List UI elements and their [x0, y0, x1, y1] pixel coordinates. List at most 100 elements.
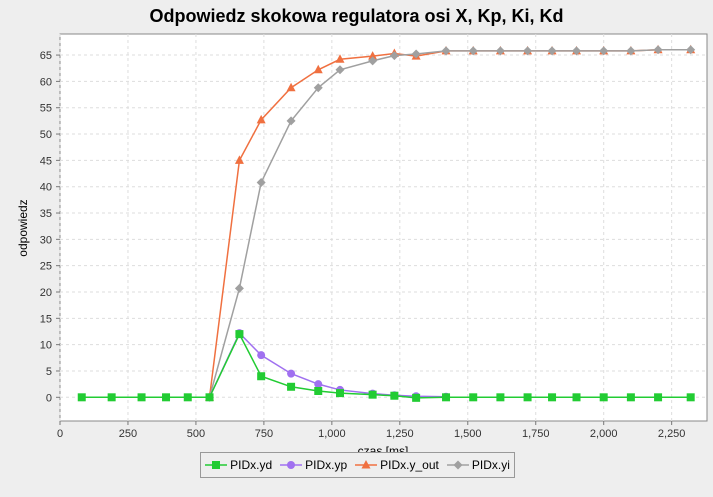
- legend-label: PIDx.yi: [471, 458, 510, 472]
- y-tick-label: 45: [40, 155, 52, 167]
- data-point-pidx-y-out: [286, 82, 296, 92]
- data-point-pidx-yd: [107, 393, 116, 402]
- x-tick-label: 2,250: [658, 428, 686, 440]
- y-tick-label: 65: [40, 50, 52, 62]
- y-tick-label: 35: [40, 208, 52, 220]
- data-point-pidx-yi: [468, 46, 478, 56]
- data-point-pidx-yi: [523, 46, 533, 56]
- data-point-pidx-yi: [256, 177, 266, 187]
- series-line-pidx-yp: [208, 331, 447, 398]
- data-point-pidx-yi: [335, 65, 345, 75]
- y-tick-label: 15: [40, 313, 52, 325]
- data-point-pidx-yi: [547, 46, 557, 56]
- plot-area: [59, 33, 708, 422]
- y-tick-label: 50: [40, 129, 52, 141]
- chart-title: Odpowiedz skokowa regulatora osi X, Kp, …: [149, 6, 564, 26]
- x-tick-label: 750: [255, 428, 273, 440]
- data-point-pidx-yd: [257, 372, 266, 381]
- y-tick-label: 20: [40, 287, 52, 299]
- data-point-pidx-yd: [336, 389, 345, 398]
- data-point-pidx-yi: [653, 45, 663, 55]
- legend-label: PIDx.y_out: [380, 458, 439, 472]
- data-point-pidx-yi: [686, 45, 696, 55]
- legend-label: PIDx.yd: [230, 458, 273, 472]
- data-point-pidx-yp: [314, 380, 323, 389]
- data-point-pidx-yd: [137, 393, 146, 402]
- data-point-pidx-yi: [572, 46, 582, 56]
- data-point-pidx-yd: [572, 393, 581, 402]
- legend-label: PIDx.yp: [305, 458, 348, 472]
- legend-marker: [212, 461, 221, 469]
- data-point-pidx-yd: [469, 393, 478, 402]
- data-point-pidx-yd: [77, 393, 86, 402]
- data-point-pidx-yi: [313, 83, 323, 93]
- legend-item-pidx-y-out: PIDx.y_out: [355, 458, 439, 472]
- y-tick-label: 55: [40, 103, 52, 115]
- data-point-pidx-yd: [287, 382, 296, 391]
- data-point-pidx-yi: [411, 49, 421, 59]
- legend-marker: [287, 461, 296, 469]
- x-tick-label: 2,000: [590, 428, 618, 440]
- legend-item-pidx-yi: PIDx.yi: [446, 458, 510, 472]
- x-tick-label: 1,500: [454, 428, 482, 440]
- x-tick-label: 250: [119, 428, 137, 440]
- data-point-pidx-yd: [314, 386, 323, 395]
- data-point-pidx-y-out: [368, 51, 378, 60]
- data-point-pidx-yi: [234, 283, 244, 293]
- data-point-pidx-yd: [205, 393, 214, 402]
- data-point-pidx-y-out: [313, 64, 323, 74]
- data-point-pidx-yd: [626, 393, 635, 402]
- data-point-pidx-yi: [368, 56, 378, 66]
- data-point-pidx-yd: [368, 390, 377, 399]
- x-tick-label: 500: [187, 428, 205, 440]
- x-tick-label: 1,750: [522, 428, 550, 440]
- data-point-pidx-yi: [286, 116, 296, 126]
- data-point-pidx-yd: [442, 393, 451, 402]
- legend-swatch: [280, 461, 303, 469]
- legend-swatch: [205, 461, 228, 469]
- y-tick-label: 0: [46, 392, 52, 404]
- legend-swatch: [446, 460, 469, 470]
- legend-marker: [361, 460, 371, 469]
- y-tick-label: 30: [40, 234, 52, 246]
- data-point-pidx-yd: [686, 393, 695, 402]
- data-point-pidx-y-out: [256, 114, 266, 124]
- data-point-pidx-y-out: [335, 54, 345, 63]
- data-point-pidx-y-out: [234, 155, 244, 164]
- legend-item-pidx-yd: PIDx.yd: [205, 458, 272, 472]
- y-tick-label: 60: [40, 76, 52, 88]
- data-point-pidx-yp: [257, 351, 266, 360]
- legend-swatch: [355, 460, 378, 469]
- series-layer: [77, 44, 696, 402]
- data-point-pidx-yd: [390, 391, 399, 400]
- data-point-pidx-yd: [412, 393, 421, 402]
- data-point-pidx-yi: [495, 46, 505, 56]
- grid: [59, 34, 707, 421]
- data-point-pidx-yd: [496, 393, 505, 402]
- data-point-pidx-yd: [183, 393, 192, 402]
- data-point-pidx-yd: [599, 393, 608, 402]
- ticks: 0 250 500 750 1,000 1,250 1,500 1,750 2,000 2,250…: [40, 50, 686, 440]
- data-point-pidx-yd: [235, 330, 244, 339]
- data-point-pidx-yd: [548, 393, 557, 402]
- y-tick-label: 5: [46, 366, 52, 378]
- x-tick-label: 0: [57, 428, 63, 440]
- x-tick-label: 1,000: [318, 428, 346, 440]
- x-tick-label: 1,250: [386, 428, 414, 440]
- data-point-pidx-yd: [162, 393, 171, 402]
- y-axis-label: odpowiedz: [16, 199, 30, 256]
- series-pidx-yd: [77, 330, 695, 402]
- y-tick-label: 40: [40, 182, 52, 194]
- data-point-pidx-yi: [626, 46, 636, 56]
- legend: PIDx.yd PIDx.yp PIDx.y_out PIDx.yi: [200, 452, 515, 478]
- legend-item-pidx-yp: PIDx.yp: [280, 458, 347, 472]
- data-point-pidx-yd: [523, 393, 532, 402]
- data-point-pidx-yi: [389, 51, 399, 61]
- legend-marker: [453, 460, 463, 470]
- y-tick-label: 10: [40, 340, 52, 352]
- data-point-pidx-yp: [287, 369, 296, 378]
- data-point-pidx-yi: [441, 46, 451, 56]
- data-point-pidx-yi: [599, 46, 609, 56]
- y-tick-label: 25: [40, 261, 52, 273]
